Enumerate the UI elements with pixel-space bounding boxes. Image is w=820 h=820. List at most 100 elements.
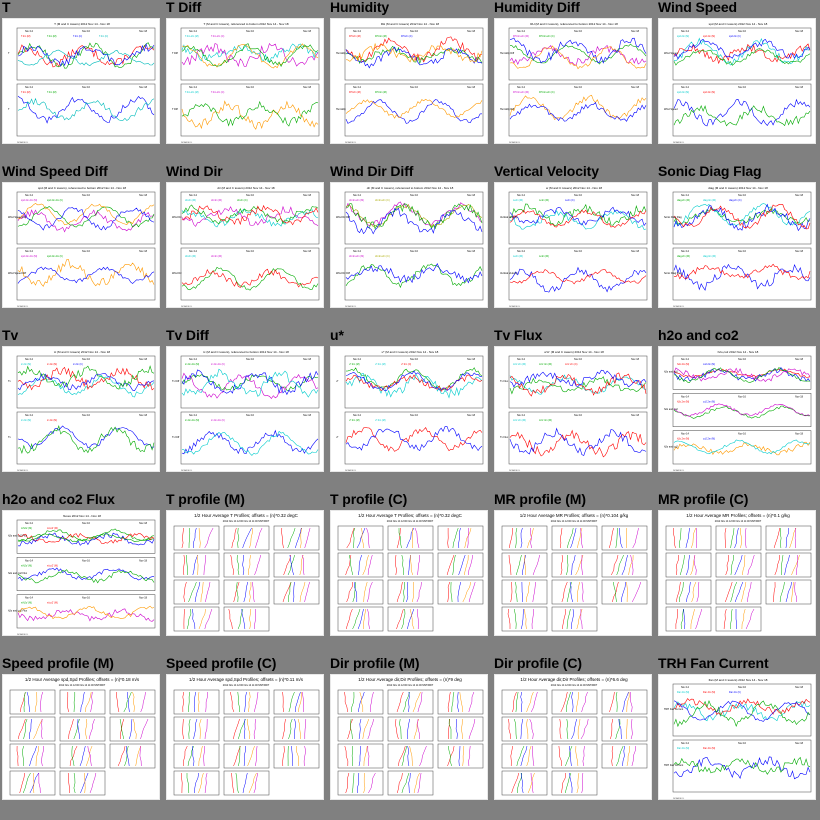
plot-thumbnail[interactable]: RH (M and C towers), referenced to botto… <box>494 18 652 144</box>
data-series <box>345 373 483 399</box>
tile-title[interactable]: Dir profile (C) <box>494 655 582 671</box>
tile-title[interactable]: Wind Dir Diff <box>330 163 414 179</box>
tile-title[interactable]: MR profile (C) <box>658 491 749 507</box>
data-series <box>181 43 319 67</box>
profile-line <box>194 581 201 603</box>
profile-line <box>253 772 258 794</box>
profile-line <box>531 608 534 630</box>
tile-title[interactable]: Tv <box>2 327 19 343</box>
tile-title[interactable]: u* <box>330 327 344 343</box>
profile-line <box>463 554 469 576</box>
profile-line <box>452 527 459 549</box>
tile-title[interactable]: Speed profile (C) <box>166 655 277 671</box>
plot-panel <box>16 355 156 409</box>
profile-line <box>447 745 453 767</box>
time-axis-label: Nov 18 <box>467 250 476 253</box>
tile-title[interactable]: Speed profile (M) <box>2 655 114 671</box>
time-axis-label: Nov 16 <box>82 522 91 525</box>
profile-line <box>356 527 366 549</box>
plot-thumbnail[interactable]: fluxes 2012 Nov 14 - Nov 18 Nov 14 Nov 16 N… <box>2 510 160 636</box>
profile-line <box>524 608 527 630</box>
footer-label: NCAR/EOL <box>181 141 193 144</box>
profile-line <box>370 691 374 712</box>
plot-thumbnail[interactable]: 1/2 Hour Average spd,Spd Profiles; offse… <box>2 674 160 800</box>
tile-title[interactable]: Vertical Velocity <box>494 163 599 179</box>
plot-thumbnail[interactable]: 1/2 Hour Average spd,Spd Profiles; offse… <box>166 674 324 800</box>
profile-line <box>581 772 584 794</box>
plot-thumbnail[interactable]: T (M and C towers), referenced to bottom… <box>166 18 324 144</box>
profile-panel <box>173 770 220 796</box>
tile-title[interactable]: Humidity Diff <box>494 0 580 15</box>
tile-title[interactable]: Wind Dir <box>166 163 223 179</box>
tile-title[interactable]: Sonic Diag Flag <box>658 163 762 179</box>
tile-title[interactable]: Wind Speed <box>658 0 737 15</box>
plot-thumbnail[interactable]: diag (M and C towers) 2012 Nov 14 - Nov … <box>658 182 816 308</box>
plot-image: 1/2 Hour Average T Profiles; offsets = (… <box>337 513 484 632</box>
tile-title[interactable]: h2o and co2 Flux <box>2 491 115 507</box>
profile-line <box>742 554 746 576</box>
profile-line <box>233 745 241 767</box>
profile-line <box>696 527 698 549</box>
time-axis-label: Nov 14 <box>353 414 362 417</box>
tile-title[interactable]: Wind Speed Diff <box>2 163 108 179</box>
tile-title[interactable]: TRH Fan Current <box>658 655 769 671</box>
tile-title[interactable]: Dir profile (M) <box>330 655 420 671</box>
tile-title[interactable]: h2o and co2 <box>658 327 739 343</box>
profile-line <box>235 772 239 794</box>
profile-line <box>622 691 629 713</box>
profile-line <box>188 581 197 603</box>
plot-thumbnail[interactable]: T (M and C towers) 2012 Nov 14 - Nov 18 N… <box>2 18 160 144</box>
tile-title[interactable]: Humidity <box>330 0 390 15</box>
plot-thumbnail[interactable]: tc (M and C towers) 2012 Nov 14 - Nov 18… <box>2 346 160 472</box>
tile-title[interactable]: MR profile (M) <box>494 491 586 507</box>
profile-line <box>407 608 415 630</box>
plot-thumbnail[interactable]: 1/2 Hour Average dir,Dir Profiles; offse… <box>330 674 488 800</box>
plot-thumbnail[interactable]: spd (M and C towers) 2012 Nov 14 - Nov 1… <box>658 18 816 144</box>
y-axis-label: Tv Diff <box>172 436 179 439</box>
profile-line <box>611 554 619 576</box>
plot-thumbnail[interactable]: u* (M and C towers) 2012 Nov 14 - Nov 18… <box>330 346 488 472</box>
plot-thumbnail[interactable]: dir (M and C towers) 2012 Nov 14 - Nov 1… <box>166 182 324 308</box>
plot-title: T (M and C towers) 2012 Nov 14 - Nov 18 <box>54 22 110 26</box>
data-series <box>17 206 155 228</box>
tile-title[interactable]: T Diff <box>166 0 202 15</box>
profile-line <box>85 745 93 767</box>
tile-title[interactable]: Tv Flux <box>494 327 543 343</box>
tile-title[interactable]: T profile (M) <box>166 491 245 507</box>
profile-line <box>192 554 198 576</box>
profile-line <box>69 745 78 767</box>
tile-title[interactable]: T <box>2 0 11 15</box>
profile-line <box>459 691 463 713</box>
plot-thumbnail[interactable]: w'tc' (M and C towers) 2012 Nov 14 - Nov… <box>494 346 652 472</box>
plot-thumbnail[interactable]: h2o,co2 2012 Nov 14 - Nov 18 Nov 14 Nov 16… <box>658 346 816 472</box>
profile-line <box>127 691 130 713</box>
profile-line <box>630 554 634 576</box>
plot-thumbnail[interactable]: RH (M and C towers) 2012 Nov 14 - Nov 18… <box>330 18 488 144</box>
plot-thumbnail[interactable]: 1/2 Hour Average T Profiles; offsets = (… <box>166 510 324 636</box>
plot-thumbnail[interactable]: spd (M and C towers), referenced to bott… <box>2 182 160 308</box>
plot-thumbnail[interactable]: 1/2 Hour Average dir,Dir Profiles; offse… <box>494 674 652 800</box>
profile-line <box>515 691 519 713</box>
profile-line <box>301 554 305 576</box>
profile-line <box>23 718 28 740</box>
plot-image: T (M and C towers), referenced to bottom… <box>172 22 320 144</box>
profile-panel <box>273 552 320 578</box>
plot-thumbnail[interactable]: tc (M and C towers), referenced to botto… <box>166 346 324 472</box>
plot-thumbnail[interactable]: Ifan (M and C towers) 2012 Nov 14 - Nov … <box>658 674 816 800</box>
tile-title[interactable]: T profile (C) <box>330 491 408 507</box>
profile-line <box>346 527 355 549</box>
profile-line <box>288 581 292 603</box>
profile-panel <box>337 770 384 796</box>
profile-line <box>461 718 463 740</box>
time-axis-label: Nov 16 <box>82 30 91 33</box>
profile-line <box>344 745 349 767</box>
profile-line <box>230 691 235 713</box>
profile-panel <box>715 552 762 578</box>
plot-thumbnail[interactable]: 1/2 Hour Average T Profiles; offsets = (… <box>330 510 488 636</box>
plot-thumbnail[interactable]: w (M and C towers) 2012 Nov 14 - Nov 18 N… <box>494 182 652 308</box>
tile-title[interactable]: Tv Diff <box>166 327 209 343</box>
plot-thumbnail[interactable]: dir (M and C towers), referenced to bott… <box>330 182 488 308</box>
plot-thumbnail[interactable]: 1/2 Hour Average MR Profiles; offsets = … <box>658 510 816 636</box>
plot-thumbnail[interactable]: 1/2 Hour Average MR Profiles; offsets = … <box>494 510 652 636</box>
profile-line <box>84 691 92 713</box>
